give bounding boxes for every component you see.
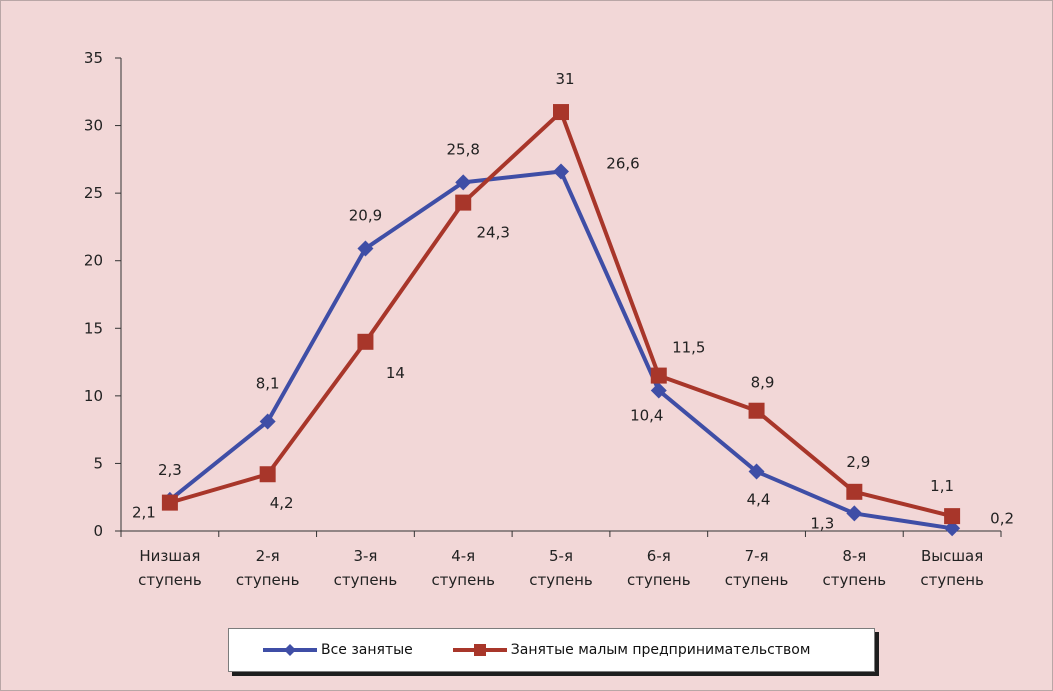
- data-label: 10,4: [630, 406, 663, 424]
- x-tick-label: ступень: [431, 571, 495, 589]
- data-label: 8,9: [751, 374, 775, 392]
- x-tick-label: 7-я: [745, 547, 769, 565]
- data-label: 2,3: [158, 461, 182, 479]
- data-label: 11,5: [672, 339, 705, 357]
- data-point-square: [259, 466, 276, 483]
- x-tick-label: ступень: [823, 571, 887, 589]
- legend-label-series-1: Все занятые: [321, 642, 413, 658]
- data-label: 31: [555, 70, 574, 88]
- data-point-square: [846, 483, 863, 500]
- data-label: 25,8: [447, 140, 480, 158]
- legend-swatch-diamond: [263, 644, 317, 656]
- y-tick-label: 25: [84, 184, 103, 202]
- x-tick-label: ступень: [627, 571, 691, 589]
- data-label: 24,3: [477, 224, 510, 242]
- data-label: 14: [386, 364, 405, 382]
- x-tick-label: Высшая: [921, 547, 983, 565]
- data-point-diamond: [455, 174, 472, 191]
- x-tick-label: Низшая: [139, 547, 200, 565]
- data-point-diamond: [650, 382, 667, 399]
- data-point-square: [553, 104, 569, 121]
- data-label: 26,6: [606, 155, 639, 173]
- x-tick-label: 8-я: [842, 547, 866, 565]
- y-tick-label: 35: [84, 49, 103, 67]
- data-point-square: [357, 333, 374, 350]
- x-tick-label: ступень: [138, 571, 202, 589]
- data-label: 2,9: [846, 453, 870, 471]
- x-tick-label: 5-я: [549, 547, 573, 565]
- data-label: 1,3: [810, 514, 834, 532]
- data-point-square: [161, 494, 178, 511]
- data-point-square: [944, 508, 961, 525]
- data-label: 4,4: [747, 491, 771, 509]
- data-point-diamond: [846, 505, 863, 522]
- data-point-diamond: [748, 463, 765, 480]
- y-tick-label: 30: [84, 117, 103, 135]
- y-tick-label: 15: [84, 319, 103, 337]
- data-label: 0,2: [990, 509, 1014, 527]
- data-point-diamond: [553, 163, 569, 180]
- legend: Все занятые Занятые малым предпринимател…: [228, 628, 875, 672]
- data-label: 8,1: [256, 375, 280, 393]
- x-tick-label: ступень: [529, 571, 593, 589]
- y-tick-label: 10: [84, 387, 103, 405]
- x-tick-label: ступень: [725, 571, 789, 589]
- legend-swatch-square: [452, 644, 507, 656]
- data-label: 1,1: [930, 477, 954, 495]
- y-tick-label: 0: [93, 522, 103, 540]
- x-tick-label: ступень: [334, 571, 398, 589]
- x-tick-label: 4-я: [451, 547, 475, 565]
- x-tick-label: ступень: [236, 571, 300, 589]
- data-point-square: [748, 402, 765, 419]
- x-tick-label: 3-я: [353, 547, 377, 565]
- legend-item-series-2: Занятые малым предпринимательством: [413, 642, 811, 658]
- data-point-square: [455, 194, 472, 211]
- data-point-square: [650, 367, 667, 384]
- y-tick-label: 5: [93, 454, 103, 472]
- line-chart: 0 5 10 15 20 25 30 35 Низшая ступень 2-я ступень 3-я…: [84, 49, 1014, 589]
- x-tick-label: 2-я: [256, 547, 280, 565]
- y-tick-label: 20: [84, 252, 103, 270]
- x-tick-label: ступень: [920, 571, 984, 589]
- data-point-diamond: [259, 413, 276, 430]
- data-point-diamond: [357, 240, 374, 257]
- data-label: 20,9: [349, 207, 382, 225]
- data-point-diamond: [944, 520, 961, 537]
- x-tick-label: 6-я: [647, 547, 671, 565]
- legend-item-series-1: Все занятые: [229, 642, 413, 658]
- data-label: 4,2: [270, 494, 294, 512]
- data-label: 2,1: [132, 504, 156, 522]
- legend-label-series-2: Занятые малым предпринимательством: [510, 642, 811, 658]
